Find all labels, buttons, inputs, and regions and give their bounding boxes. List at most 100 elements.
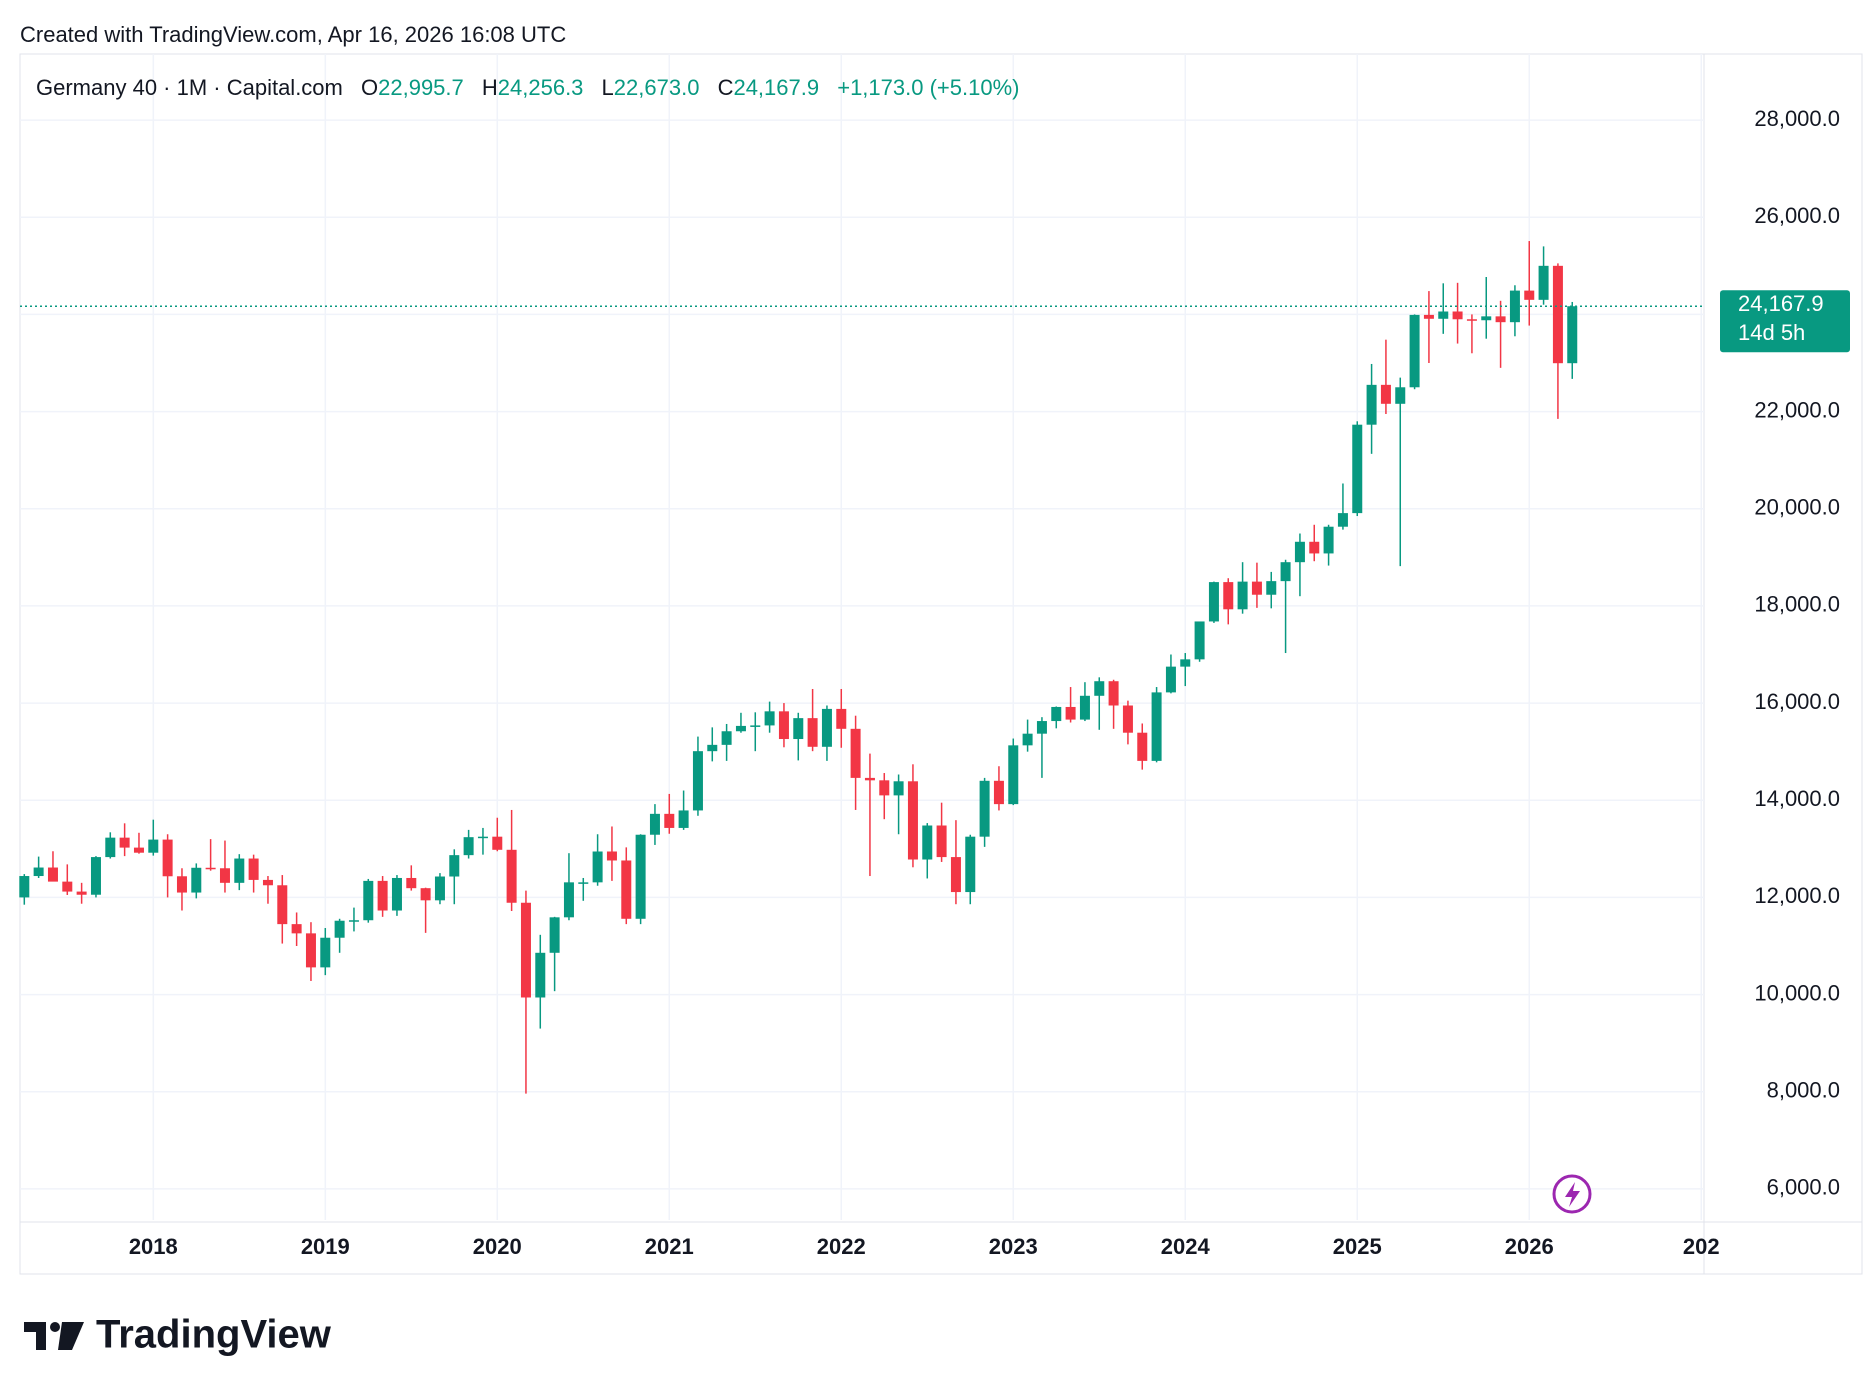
candle-body — [606, 851, 617, 861]
x-tick-label: 2021 — [645, 1234, 694, 1259]
candle-body — [449, 855, 460, 877]
candle-body — [635, 834, 646, 919]
candle-body — [1151, 692, 1162, 761]
candle-body — [1094, 681, 1105, 696]
candle-body — [1337, 513, 1348, 527]
candle-body — [1208, 582, 1219, 622]
candle-body — [334, 920, 345, 938]
candle-body — [377, 880, 388, 911]
overlay: 6,000.0 8,000.0 10,000.0 12,000.0 14,000.0 16… — [20, 106, 1850, 1259]
candle-body — [477, 836, 488, 839]
candle-body — [291, 924, 302, 934]
candle-body — [1051, 706, 1062, 722]
candle-body — [979, 780, 990, 837]
candle-body — [965, 836, 976, 893]
x-tick-label: 202 — [1683, 1234, 1720, 1259]
candle-body — [1237, 581, 1248, 610]
candle-body — [492, 836, 503, 850]
candle-body — [563, 882, 574, 918]
candle-body — [1481, 316, 1492, 321]
candle-body — [793, 718, 804, 740]
candle-body — [1538, 265, 1549, 300]
candle-body — [1122, 705, 1133, 733]
candle-body — [348, 920, 359, 922]
candle-body — [105, 837, 116, 858]
lightning-icon[interactable] — [1552, 1174, 1592, 1214]
legend-value: 22,995.7 — [378, 75, 464, 100]
candle-body — [1309, 541, 1320, 554]
candle-body — [148, 839, 159, 853]
candle-body — [850, 728, 861, 778]
candle-body — [1380, 384, 1391, 404]
legend-label: O — [361, 75, 378, 100]
legend-label: C — [718, 75, 734, 100]
logo-mark-t — [24, 1322, 46, 1350]
candle-body — [76, 891, 87, 895]
y-tick-label: 12,000.0 — [1754, 883, 1840, 908]
y-tick-label: 26,000.0 — [1754, 203, 1840, 228]
candle-body — [664, 813, 675, 828]
y-tick-label: 6,000.0 — [1767, 1175, 1840, 1200]
y-tick-label: 22,000.0 — [1754, 397, 1840, 422]
legend: Germany 40 · 1M · Capital.com O22,995.7 … — [36, 75, 1019, 100]
candle-body — [1552, 265, 1563, 364]
candle-body — [1323, 526, 1334, 554]
candle-body — [262, 879, 273, 886]
candle-body — [678, 810, 689, 828]
candle-body — [434, 876, 445, 901]
candle-body — [520, 902, 531, 998]
candle-body — [893, 781, 904, 796]
candle-body — [1194, 621, 1205, 660]
header-credit: Created with TradingView.com, Apr 16, 20… — [20, 22, 566, 47]
lightning-bolt[interactable] — [1565, 1182, 1580, 1207]
candle-body — [277, 885, 288, 925]
candle-body — [535, 952, 546, 998]
candle-body — [1524, 290, 1535, 300]
candle-body — [1423, 314, 1434, 319]
last-price-tag — [1720, 290, 1850, 353]
tradingview-logo: TradingView — [24, 1313, 332, 1357]
x-tick-label: 2020 — [473, 1234, 522, 1259]
candle-body — [191, 867, 202, 893]
candle-body — [119, 837, 130, 848]
candle-body — [1251, 581, 1262, 595]
candle-body — [1366, 384, 1377, 425]
legend-change: +1,173.0 (+5.10%) — [837, 75, 1019, 100]
candle-body — [305, 933, 316, 968]
candle-body — [1452, 311, 1463, 320]
candle-body — [205, 867, 216, 870]
candle-body — [62, 881, 73, 892]
candle-body — [1409, 314, 1420, 388]
candle-body — [1079, 695, 1090, 720]
legend-text: Germany 40 · 1M · Capital.com O22,995.7 … — [36, 75, 1019, 100]
candle-body — [133, 847, 144, 853]
x-tick-label: 2023 — [989, 1234, 1038, 1259]
candle-body — [1280, 562, 1291, 582]
x-tick-label: 2025 — [1333, 1234, 1382, 1259]
candle-body — [1065, 706, 1076, 720]
candle-body — [1223, 582, 1234, 610]
candle-body — [993, 780, 1004, 805]
logo-mark-v — [58, 1322, 84, 1350]
candle-body — [391, 877, 402, 911]
symbol-title: Germany 40 · 1M · Capital.com — [36, 75, 343, 100]
y-tick-label: 28,000.0 — [1754, 106, 1840, 131]
candle-body — [363, 880, 374, 921]
candle-body — [1352, 424, 1363, 514]
candle-body — [649, 813, 660, 835]
candle-body — [721, 731, 732, 745]
candle-body — [463, 837, 474, 856]
y-tick-label: 20,000.0 — [1754, 495, 1840, 520]
candle-body — [420, 888, 431, 901]
candle-body — [1022, 733, 1033, 746]
candle-body — [1165, 666, 1176, 693]
y-tick-label: 16,000.0 — [1754, 689, 1840, 714]
x-tick-label: 2022 — [817, 1234, 866, 1259]
candles — [19, 241, 1578, 1094]
candle-body — [879, 780, 890, 796]
x-tick-label: 2018 — [129, 1234, 178, 1259]
legend-value: 24,256.3 — [498, 75, 584, 100]
chart-frame — [19, 53, 1863, 1275]
candle-body — [1567, 306, 1578, 364]
